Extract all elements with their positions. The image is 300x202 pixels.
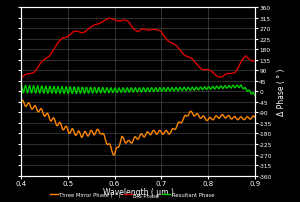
B/S Phase	[133, 29, 137, 32]
B/S Phase	[246, 58, 250, 60]
Resultant Phase	[239, 84, 243, 87]
Y-axis label: Δ Phase ( ° ): Δ Phase ( ° )	[277, 68, 286, 116]
Three Mirror Phase ( ° )	[133, 136, 137, 138]
Resultant Phase	[31, 87, 35, 89]
B/S Phase	[31, 72, 35, 75]
Resultant Phase	[246, 90, 250, 93]
Resultant Phase	[19, 85, 23, 88]
B/S Phase	[247, 58, 250, 60]
Three Mirror Phase ( ° )	[19, 101, 23, 104]
Three Mirror Phase ( ° )	[204, 118, 207, 121]
X-axis label: Wavelength ( μm ): Wavelength ( μm )	[103, 187, 173, 196]
Three Mirror Phase ( ° )	[21, 99, 24, 102]
B/S Phase	[204, 69, 207, 72]
Resultant Phase	[247, 90, 250, 92]
B/S Phase	[108, 18, 111, 20]
Resultant Phase	[203, 87, 207, 89]
Three Mirror Phase ( ° )	[247, 117, 250, 119]
B/S Phase	[253, 60, 257, 63]
Three Mirror Phase ( ° )	[247, 117, 250, 119]
Resultant Phase	[127, 90, 130, 93]
Resultant Phase	[133, 88, 136, 90]
Line: Resultant Phase: Resultant Phase	[21, 86, 255, 96]
Three Mirror Phase ( ° )	[127, 140, 130, 142]
Resultant Phase	[253, 95, 257, 98]
B/S Phase	[127, 22, 130, 24]
Three Mirror Phase ( ° )	[253, 116, 257, 119]
Legend: Three Mirror Phase ( ° ), B/S Phase, Resultant Phase: Three Mirror Phase ( ° ), B/S Phase, Res…	[48, 190, 216, 199]
Line: Three Mirror Phase ( ° ): Three Mirror Phase ( ° )	[21, 101, 255, 155]
B/S Phase	[19, 78, 23, 80]
Three Mirror Phase ( ° )	[31, 107, 35, 110]
Three Mirror Phase ( ° )	[112, 154, 116, 156]
Line: B/S Phase: B/S Phase	[21, 19, 255, 79]
